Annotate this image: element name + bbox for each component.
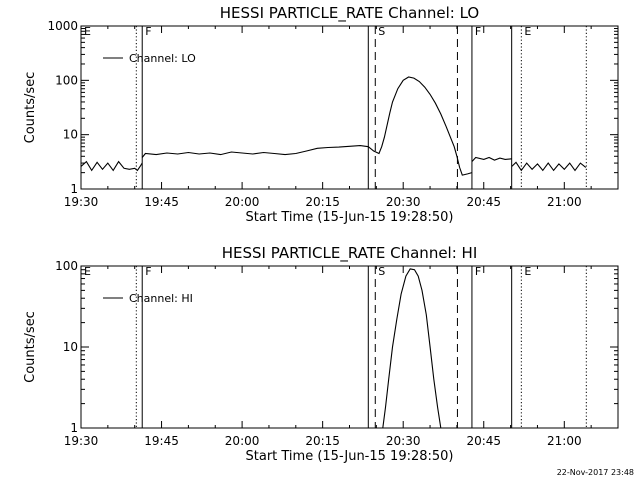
x-tick-label: 19:30 [64, 434, 99, 448]
x-tick-label: 20:30 [386, 434, 421, 448]
y-axis-label: Counts/sec [23, 72, 38, 144]
marker-label: F [475, 25, 481, 38]
x-tick-label: 20:15 [305, 434, 340, 448]
chart-title: HESSI PARTICLE_RATE Channel: LO [220, 4, 479, 23]
y-tick-label: 100 [55, 259, 78, 273]
x-tick-label: 21:00 [547, 195, 582, 209]
x-tick-label: 20:45 [466, 195, 501, 209]
y-tick-label: 100 [55, 73, 78, 87]
x-tick-label: 20:45 [466, 434, 501, 448]
marker-label: S [378, 265, 385, 278]
series-line [471, 156, 512, 162]
series-line [511, 161, 587, 172]
marker-label: E [524, 265, 531, 278]
series-line [81, 160, 143, 172]
marker-label: E [84, 265, 91, 278]
marker-label: S [378, 25, 385, 38]
footer-timestamp: 22-Nov-2017 23:48 [556, 468, 634, 477]
plot-frame [80, 265, 619, 429]
x-tick-label: 19:30 [64, 195, 99, 209]
x-tick-label: 20:15 [305, 195, 340, 209]
x-axis-label: Start Time (15-Jun-15 19:28:50) [246, 449, 454, 464]
x-tick-label: 21:00 [547, 434, 582, 448]
marker-label: F [475, 265, 481, 278]
y-tick-label: 1 [70, 421, 78, 435]
x-tick-label: 19:45 [144, 434, 179, 448]
marker-label: F [145, 265, 151, 278]
legend-label: Channel: HI [129, 292, 193, 305]
chart-title: HESSI PARTICLE_RATE Channel: HI [222, 244, 478, 263]
y-tick-label: 1 [70, 182, 78, 196]
x-axis-label: Start Time (15-Jun-15 19:28:50) [246, 210, 454, 225]
y-axis-label: Counts/sec [23, 311, 38, 383]
series-line [382, 268, 442, 428]
legend-label: Channel: LO [129, 52, 196, 65]
y-tick-label: 10 [63, 340, 78, 354]
marker-label: E [524, 25, 531, 38]
y-tick-label: 1000 [47, 19, 78, 33]
x-tick-label: 20:00 [225, 434, 260, 448]
x-tick-label: 19:45 [144, 195, 179, 209]
marker-label: F [145, 25, 151, 38]
y-tick-label: 10 [63, 128, 78, 142]
x-tick-label: 20:00 [225, 195, 260, 209]
marker-label: E [84, 25, 91, 38]
x-tick-label: 20:30 [386, 195, 421, 209]
series-line [141, 76, 473, 176]
